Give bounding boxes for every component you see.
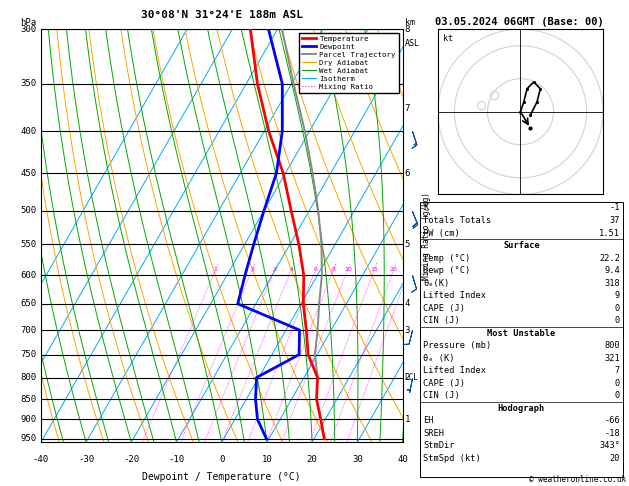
Text: 5: 5 [404,240,410,249]
Text: © weatheronline.co.uk: © weatheronline.co.uk [529,474,626,484]
Text: -18: -18 [604,429,620,438]
Text: 321: 321 [604,354,620,363]
Text: 10: 10 [344,267,352,272]
Text: km: km [404,18,415,27]
Text: CAPE (J): CAPE (J) [423,379,465,388]
Text: -30: -30 [78,455,94,465]
Text: 3: 3 [404,326,410,334]
Text: 20: 20 [307,455,318,465]
Text: 0: 0 [615,304,620,312]
Text: 20: 20 [610,454,620,463]
Text: 1: 1 [214,267,218,272]
Text: PW (cm): PW (cm) [423,228,460,238]
Text: 10: 10 [262,455,272,465]
Text: 4: 4 [289,267,294,272]
Text: LCL: LCL [404,373,419,382]
Text: 1.51: 1.51 [599,228,620,238]
Text: hPa: hPa [20,18,36,27]
Text: 8: 8 [404,25,410,34]
Text: CIN (J): CIN (J) [423,391,460,400]
Text: 7: 7 [615,366,620,375]
Text: 0: 0 [615,379,620,388]
Text: -1: -1 [610,204,620,212]
Text: 800: 800 [20,373,36,382]
Text: 0: 0 [219,455,225,465]
Text: 550: 550 [20,240,36,249]
Text: 850: 850 [20,395,36,403]
Text: 30: 30 [352,455,363,465]
Text: 450: 450 [20,169,36,178]
Text: Surface: Surface [503,241,540,250]
Text: EH: EH [423,417,434,425]
Text: Mixing Ratio (g/kg): Mixing Ratio (g/kg) [423,192,431,279]
Text: 750: 750 [20,350,36,359]
Text: Lifted Index: Lifted Index [423,291,486,300]
Text: Hodograph: Hodograph [498,404,545,413]
Text: 350: 350 [20,79,36,88]
Text: θₑ(K): θₑ(K) [423,278,450,288]
Text: 343°: 343° [599,441,620,451]
Text: 3: 3 [273,267,277,272]
Text: CAPE (J): CAPE (J) [423,304,465,312]
Text: 0: 0 [615,391,620,400]
Text: 40: 40 [397,455,408,465]
Text: StmSpd (kt): StmSpd (kt) [423,454,481,463]
Text: 1: 1 [404,415,410,424]
Legend: Temperature, Dewpoint, Parcel Trajectory, Dry Adiabat, Wet Adiabat, Isotherm, Mi: Temperature, Dewpoint, Parcel Trajectory… [299,33,399,93]
Text: 9: 9 [615,291,620,300]
Text: SREH: SREH [423,429,444,438]
Text: ASL: ASL [404,39,420,49]
Text: K: K [423,204,428,212]
Text: 600: 600 [20,271,36,280]
Text: kt: kt [443,34,453,43]
Text: 400: 400 [20,127,36,136]
Text: 2: 2 [404,373,410,382]
Text: 7: 7 [404,104,410,113]
Text: Dewp (°C): Dewp (°C) [423,266,470,275]
Text: StmDir: StmDir [423,441,455,451]
Text: -20: -20 [123,455,140,465]
Text: 4: 4 [404,299,410,308]
Text: CIN (J): CIN (J) [423,316,460,325]
Text: Most Unstable: Most Unstable [487,329,555,338]
Text: -40: -40 [33,455,49,465]
Text: θₑ (K): θₑ (K) [423,354,455,363]
Text: 700: 700 [20,326,36,334]
Text: 6: 6 [404,169,410,178]
Text: 650: 650 [20,299,36,308]
Text: 800: 800 [604,341,620,350]
Text: Dewpoint / Temperature (°C): Dewpoint / Temperature (°C) [142,472,301,482]
Text: 9.4: 9.4 [604,266,620,275]
Text: 8: 8 [331,267,335,272]
Text: 37: 37 [610,216,620,225]
Text: 950: 950 [20,434,36,443]
Text: 2: 2 [250,267,254,272]
Text: 318: 318 [604,278,620,288]
Text: 0: 0 [615,316,620,325]
Text: 30°08'N 31°24'E 188m ASL: 30°08'N 31°24'E 188m ASL [141,10,303,20]
Text: 03.05.2024 06GMT (Base: 00): 03.05.2024 06GMT (Base: 00) [435,17,603,27]
Text: -10: -10 [169,455,184,465]
Text: 500: 500 [20,206,36,215]
Text: Temp (°C): Temp (°C) [423,254,470,262]
Text: Lifted Index: Lifted Index [423,366,486,375]
Text: 15: 15 [370,267,378,272]
Text: 22.2: 22.2 [599,254,620,262]
Text: 300: 300 [20,25,36,34]
Text: -66: -66 [604,417,620,425]
Text: 900: 900 [20,415,36,424]
Text: 6: 6 [314,267,318,272]
Text: Pressure (mb): Pressure (mb) [423,341,492,350]
Text: Totals Totals: Totals Totals [423,216,492,225]
Text: 20: 20 [390,267,398,272]
